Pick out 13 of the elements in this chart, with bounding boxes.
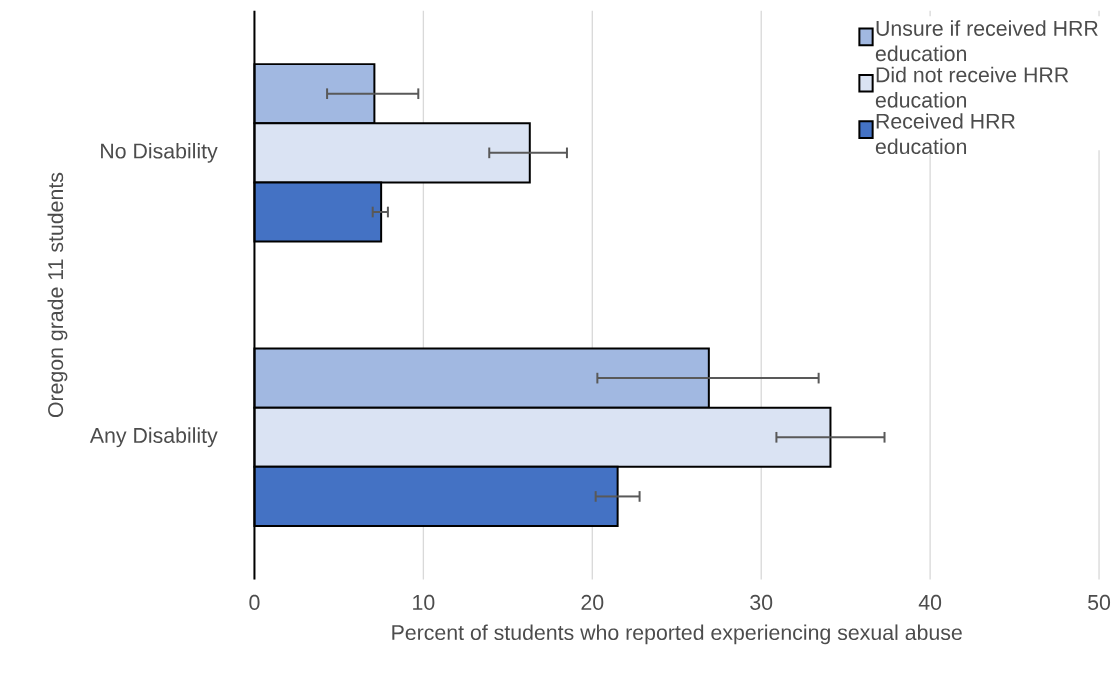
x-axis-title: Percent of students who reported experiencing sexual abuse [392, 624, 962, 645]
x-tick-label: 30 [750, 594, 773, 610]
y-axis-title: Oregon grade 11 students [47, 172, 68, 417]
legend-label: Received HRR education [875, 112, 1015, 154]
x-tick-label: 0 [249, 594, 260, 610]
x-tick-label: 20 [581, 594, 604, 610]
x-tick-label: 10 [413, 594, 435, 610]
legend-label: Did not receive HRR education [875, 66, 1069, 108]
legend-label: Unsure if received HRR education [875, 20, 1098, 62]
y-tick-label: Any Disability [89, 427, 218, 448]
x-tick-label: 40 [918, 594, 942, 610]
y-tick-label: No Disability [101, 142, 218, 163]
x-tick-label: 50 [1088, 594, 1111, 610]
